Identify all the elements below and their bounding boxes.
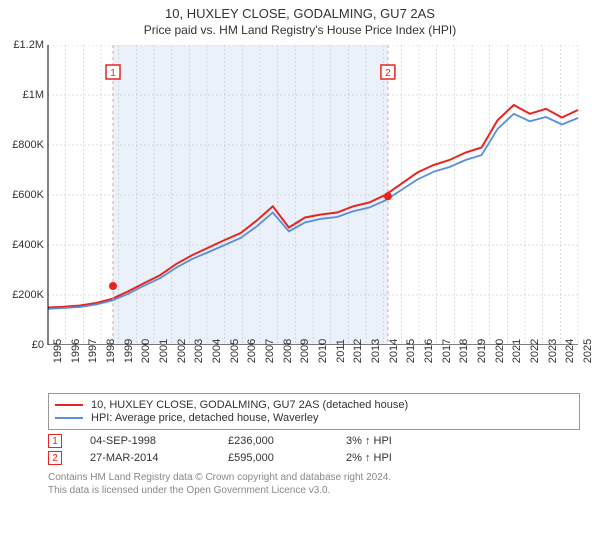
legend-label: 10, HUXLEY CLOSE, GODALMING, GU7 2AS (de… bbox=[91, 399, 408, 411]
y-tick-label: £800K bbox=[0, 139, 44, 151]
sale-delta: 2% ↑ HPI bbox=[346, 452, 392, 464]
y-tick-label: £0 bbox=[0, 339, 44, 351]
sale-price: £595,000 bbox=[228, 452, 318, 464]
sale-price: £236,000 bbox=[228, 435, 318, 447]
svg-text:2: 2 bbox=[385, 68, 391, 79]
legend-swatch bbox=[55, 417, 83, 420]
y-tick-label: £1M bbox=[0, 89, 44, 101]
sale-row: 2 27-MAR-2014 £595,000 2% ↑ HPI bbox=[48, 451, 580, 465]
sale-marker: 2 bbox=[48, 451, 62, 465]
chart-subtitle: Price paid vs. HM Land Registry's House … bbox=[0, 21, 600, 37]
sale-date: 27-MAR-2014 bbox=[90, 452, 200, 464]
svg-text:1: 1 bbox=[110, 68, 116, 79]
sale-date: 04-SEP-1998 bbox=[90, 435, 200, 447]
footer-line-1: Contains HM Land Registry data © Crown c… bbox=[48, 471, 580, 484]
x-tick-label: 2025 bbox=[582, 339, 600, 363]
legend-box: 10, HUXLEY CLOSE, GODALMING, GU7 2AS (de… bbox=[48, 393, 580, 430]
footer-line-2: This data is licensed under the Open Gov… bbox=[48, 484, 580, 497]
y-tick-label: £1.2M bbox=[0, 39, 44, 51]
y-tick-label: £600K bbox=[0, 189, 44, 201]
legend-item: HPI: Average price, detached house, Wave… bbox=[55, 412, 573, 424]
legend-swatch bbox=[55, 404, 83, 407]
chart-area: 12 £0£200K£400K£600K£800K£1M£1.2M1995199… bbox=[0, 37, 590, 389]
sales-table: 1 04-SEP-1998 £236,000 3% ↑ HPI 2 27-MAR-… bbox=[48, 434, 580, 465]
sale-delta: 3% ↑ HPI bbox=[346, 435, 392, 447]
sale-marker: 1 bbox=[48, 434, 62, 448]
chart-svg: 12 bbox=[0, 45, 588, 345]
legend-label: HPI: Average price, detached house, Wave… bbox=[91, 412, 318, 424]
footer-attribution: Contains HM Land Registry data © Crown c… bbox=[48, 471, 580, 497]
y-tick-label: £400K bbox=[0, 239, 44, 251]
sale-row: 1 04-SEP-1998 £236,000 3% ↑ HPI bbox=[48, 434, 580, 448]
chart-title: 10, HUXLEY CLOSE, GODALMING, GU7 2AS bbox=[0, 0, 600, 21]
legend-item: 10, HUXLEY CLOSE, GODALMING, GU7 2AS (de… bbox=[55, 399, 573, 411]
y-tick-label: £200K bbox=[0, 289, 44, 301]
